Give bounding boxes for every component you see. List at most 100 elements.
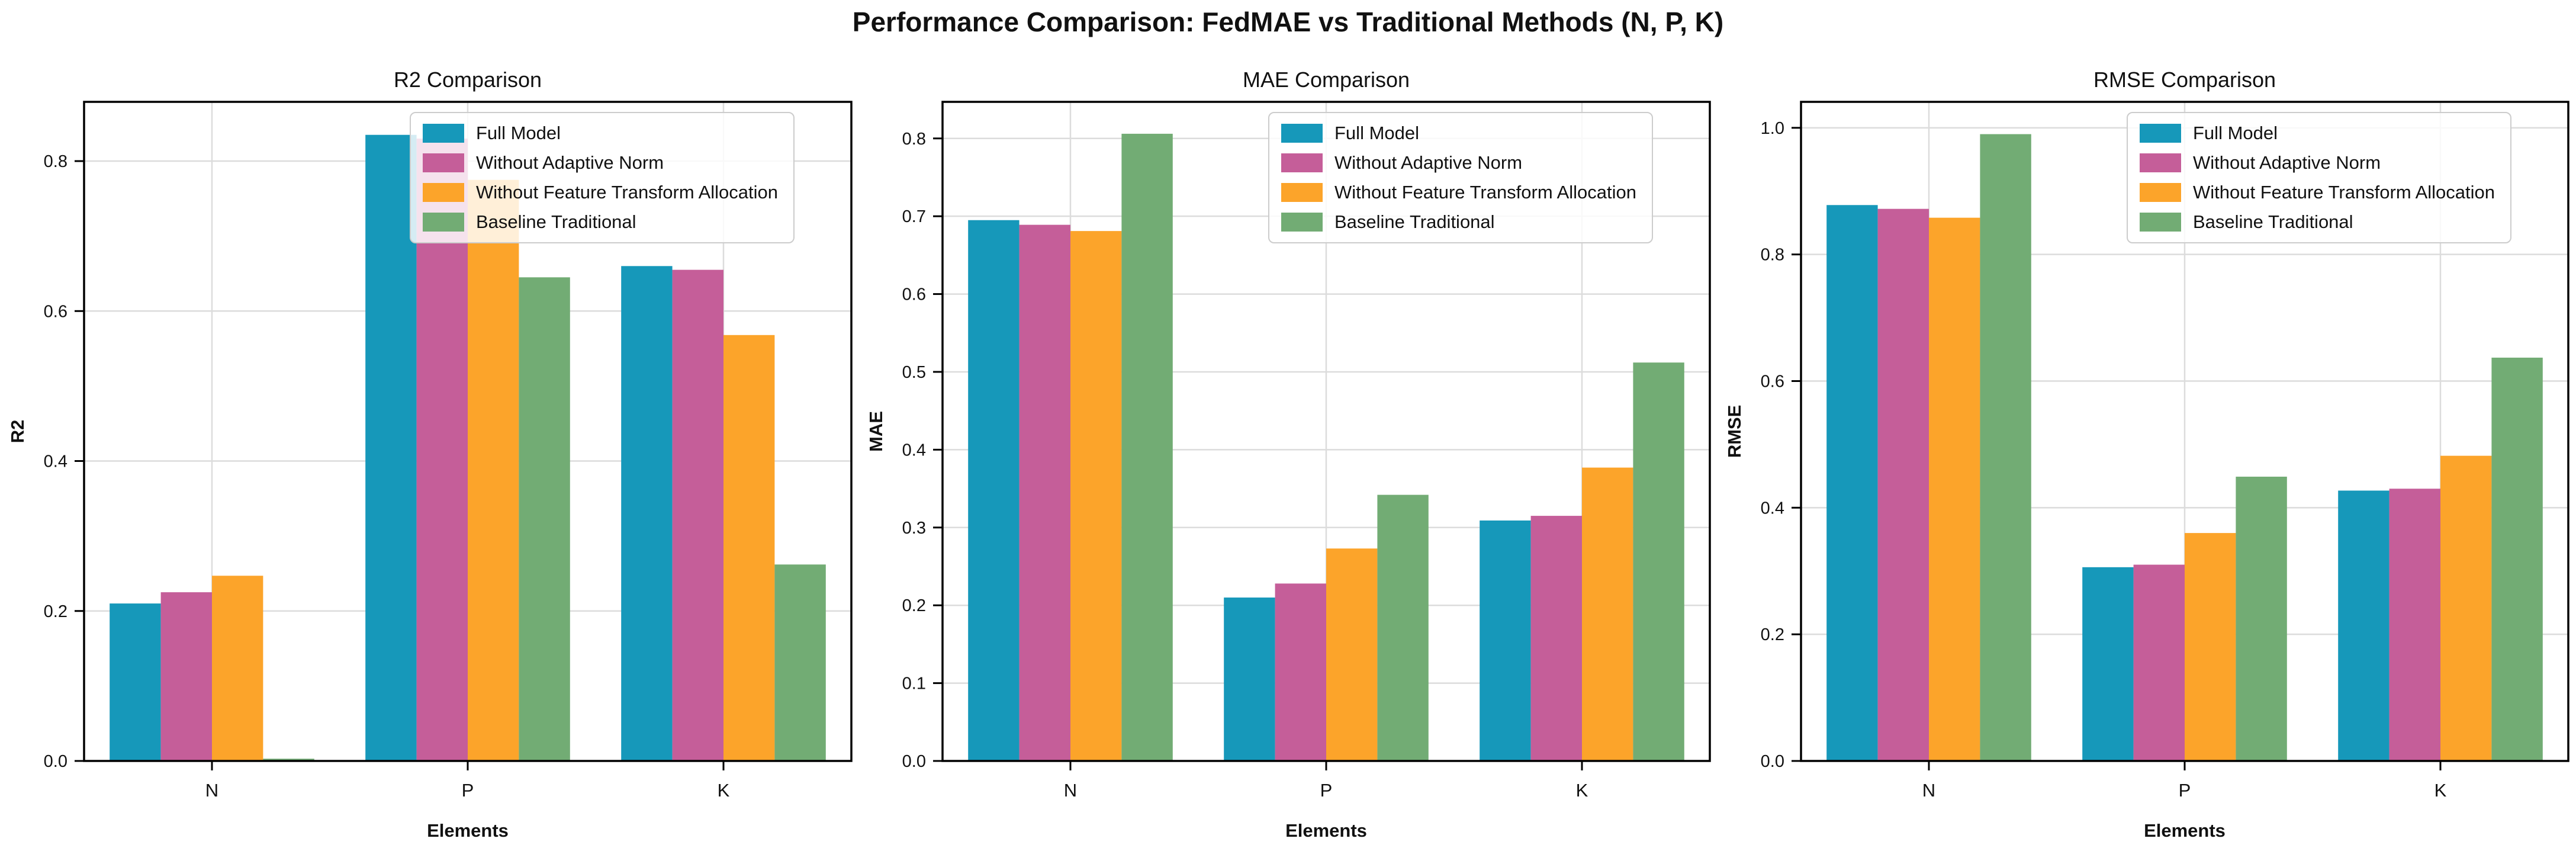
- bar-baseline-traditional-P: [519, 277, 570, 761]
- legend-label: Without Adaptive Norm: [2193, 152, 2381, 173]
- legend-swatch-full-model: [1281, 124, 1323, 143]
- y-tick-label: 0.0: [1761, 752, 1784, 771]
- bar-full-model-P: [1224, 598, 1275, 761]
- bar-without-adaptive-norm-N: [160, 592, 212, 761]
- bar-without-adaptive-norm-N: [1877, 208, 1929, 762]
- legend-label: Without Feature Transform Allocation: [476, 182, 779, 203]
- chart-rmse-panel: 0.0 0.2 0.4 0.6 0.8 1.0 N P K RMSE Comparison Elem…: [1717, 50, 2575, 848]
- legend-label: Without Feature Transform Allocation: [1334, 182, 1637, 203]
- legend-item-baseline-traditional: Baseline Traditional: [1281, 211, 1636, 233]
- y-axis-label: R2: [7, 420, 28, 444]
- chart-rmse-plot: 0.0 0.2 0.4 0.6 0.8 1.0 N P K RMSE Comparison Elem…: [1724, 68, 2569, 841]
- legend-item-without-feature-transform-allocation: Without Feature Transform Allocation: [1281, 182, 1636, 203]
- x-tick-label: P: [1320, 780, 1333, 801]
- bar-without-adaptive-norm-K: [1530, 516, 1582, 761]
- y-tick-label: 0.0: [902, 752, 926, 771]
- bar-without-feature-transform-allocation-P: [468, 179, 519, 761]
- legend-swatch-full-model: [2140, 124, 2181, 143]
- bar-without-adaptive-norm-K: [672, 269, 723, 761]
- y-tick-label: 0.4: [1761, 499, 1784, 518]
- y-tick-label: 0.7: [902, 207, 926, 226]
- y-tick-label: 0.3: [902, 519, 926, 538]
- bar-without-feature-transform-allocation-N: [1070, 231, 1122, 762]
- bar-without-feature-transform-allocation-N: [1929, 217, 1980, 761]
- bar-baseline-traditional-K: [1633, 362, 1684, 761]
- legend-rmse: Full Model Without Adaptive Norm Without…: [2127, 112, 2512, 243]
- figure-title: Performance Comparison: FedMAE vs Tradit…: [852, 7, 1724, 37]
- legend-swatch-baseline-traditional: [1281, 213, 1323, 232]
- bar-full-model-N: [110, 603, 161, 761]
- legend-item-baseline-traditional: Baseline Traditional: [423, 211, 778, 233]
- y-tick-label: 0.2: [902, 596, 926, 615]
- bar-without-feature-transform-allocation-P: [1326, 548, 1378, 761]
- y-axis-label: MAE: [866, 411, 886, 452]
- legend-item-full-model: Full Model: [423, 123, 778, 144]
- bar-without-adaptive-norm-K: [2389, 489, 2440, 761]
- y-tick-label: 0.6: [44, 302, 67, 321]
- legend-label: Full Model: [476, 123, 561, 143]
- bar-without-feature-transform-allocation-K: [1582, 467, 1633, 761]
- legend-item-baseline-traditional: Baseline Traditional: [2140, 211, 2495, 233]
- legend-swatch-baseline-traditional: [423, 213, 464, 232]
- chart-r2-plot: 0.0 0.2 0.4 0.6 0.8 N P K R2 Comparison Elements R…: [7, 68, 853, 841]
- y-tick-label: 0.2: [1761, 625, 1784, 644]
- y-tick-label: 0.2: [44, 602, 67, 621]
- bar-without-adaptive-norm-P: [1275, 583, 1326, 761]
- chart-mae-plot: 0.0 0.1 0.2 0.3 0.4 0.5 0.6 0.7 0.8 N P K MAE Compar…: [866, 68, 1711, 841]
- legend-mae: Full Model Without Adaptive Norm Without…: [1268, 112, 1654, 243]
- bar-without-adaptive-norm-P: [2133, 564, 2185, 761]
- bar-baseline-traditional-N: [1121, 133, 1173, 762]
- bar-baseline-traditional-K: [2491, 357, 2543, 761]
- legend-label: Baseline Traditional: [2193, 211, 2353, 232]
- legend-item-full-model: Full Model: [2140, 123, 2495, 144]
- legend-swatch-baseline-traditional: [2140, 213, 2181, 232]
- bar-full-model-K: [2338, 490, 2390, 761]
- chart-title: R2 Comparison: [394, 68, 542, 92]
- bar-baseline-traditional-P: [1377, 494, 1429, 761]
- bar-without-feature-transform-allocation-N: [212, 576, 263, 761]
- legend-item-without-feature-transform-allocation: Without Feature Transform Allocation: [2140, 182, 2495, 203]
- y-tick-label: 0.1: [902, 674, 926, 693]
- y-axis-label: RMSE: [1724, 405, 1745, 458]
- bar-baseline-traditional-K: [774, 564, 826, 761]
- legend-swatch-without-feature-transform-allocation: [423, 183, 464, 202]
- y-tick-label: 0.8: [44, 152, 67, 171]
- legend-swatch-without-feature-transform-allocation: [2140, 183, 2181, 202]
- x-axis-label: Elements: [1285, 820, 1367, 841]
- legend-swatch-without-feature-transform-allocation: [1281, 183, 1323, 202]
- y-tick-label: 0.5: [902, 363, 926, 382]
- legend-r2: Full Model Without Adaptive Norm Without…: [410, 112, 795, 243]
- bar-full-model-K: [621, 266, 673, 761]
- y-tick-label: 0.6: [902, 285, 926, 304]
- legend-label: Full Model: [2193, 123, 2278, 143]
- y-tick-label: 0.8: [902, 130, 926, 149]
- legend-item-without-adaptive-norm: Without Adaptive Norm: [423, 152, 778, 174]
- legend-item-without-adaptive-norm: Without Adaptive Norm: [1281, 152, 1636, 174]
- legend-label: Without Feature Transform Allocation: [2193, 182, 2495, 203]
- legend-swatch-without-adaptive-norm: [423, 153, 464, 172]
- bar-without-feature-transform-allocation-K: [723, 335, 775, 761]
- legend-swatch-without-adaptive-norm: [2140, 153, 2181, 172]
- y-tick-label: 0.6: [1761, 372, 1784, 391]
- chart-mae-panel: 0.0 0.1 0.2 0.3 0.4 0.5 0.6 0.7 0.8 N P K MAE Compar…: [858, 50, 1717, 848]
- x-axis-label: Elements: [2144, 820, 2226, 841]
- x-axis-label: Elements: [427, 820, 509, 841]
- bar-full-model-N: [968, 220, 1020, 761]
- legend-item-full-model: Full Model: [1281, 123, 1636, 144]
- y-tick-label: 1.0: [1761, 119, 1784, 138]
- legend-label: Without Adaptive Norm: [476, 152, 664, 173]
- x-tick-label: P: [462, 780, 474, 801]
- chart-r2-panel: 0.0 0.2 0.4 0.6 0.8 N P K R2 Comparison Elements R…: [0, 50, 858, 848]
- legend-swatch-without-adaptive-norm: [1281, 153, 1323, 172]
- legend-swatch-full-model: [423, 124, 464, 143]
- y-tick-label: 0.8: [1761, 246, 1784, 265]
- bar-baseline-traditional-N: [1980, 134, 2031, 762]
- bar-full-model-N: [1826, 205, 1878, 761]
- x-tick-label: K: [718, 780, 730, 801]
- bar-baseline-traditional-P: [2236, 476, 2287, 761]
- x-tick-label: N: [1064, 780, 1077, 801]
- x-tick-label: N: [1922, 780, 1935, 801]
- chart-title: MAE Comparison: [1243, 68, 1410, 92]
- legend-label: Full Model: [1334, 123, 1419, 143]
